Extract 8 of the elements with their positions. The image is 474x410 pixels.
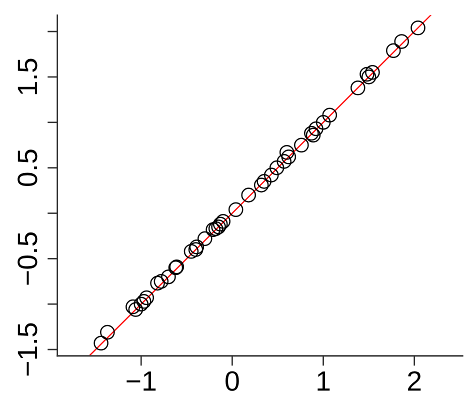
y-tick-label: 1.5 (18, 58, 38, 94)
y-tick-label: 0.5 (18, 150, 38, 186)
y-tick-label: −1.5 (18, 323, 38, 376)
x-tick-label: 1 (318, 371, 330, 391)
y-tick-label: −0.5 (18, 232, 38, 285)
x-tick-label: 2 (408, 371, 421, 391)
x-tick-label: −1 (126, 371, 156, 391)
x-tick-label: 0 (226, 371, 239, 391)
